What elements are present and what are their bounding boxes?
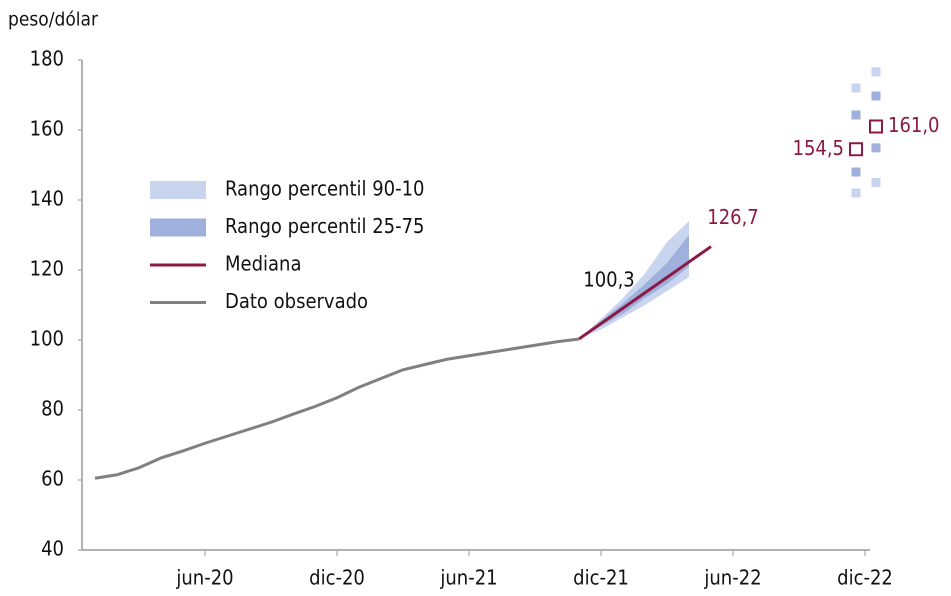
value-label: 154,5 [793, 136, 845, 160]
x-tick-label: jun-22 [703, 566, 761, 590]
y-tick-label: 60 [41, 467, 64, 491]
legend-label: Rango percentil 25-75 [225, 214, 425, 238]
value-label: 126,7 [707, 205, 759, 229]
value-label: 161,0 [888, 113, 940, 137]
y-tick-label: 100 [30, 327, 64, 351]
median-marker [869, 119, 883, 134]
x-tick-label: dic-20 [309, 566, 365, 590]
x-tick-label: jun-20 [175, 566, 233, 590]
y-axis-label: peso/dólar [8, 9, 99, 31]
percentile-marker [871, 91, 881, 101]
legend-label: Mediana [225, 252, 301, 276]
percentile-marker [851, 83, 861, 93]
median-marker [849, 142, 863, 157]
legend-label: Rango percentil 90-10 [225, 177, 425, 201]
percentile-marker [851, 110, 861, 120]
y-tick-label: 160 [30, 117, 64, 141]
percentile-band [579, 221, 689, 339]
percentile-marker [871, 67, 881, 77]
y-tick-label: 40 [41, 537, 64, 561]
value-label: 100,3 [583, 267, 635, 291]
x-tick-label: dic-22 [837, 566, 893, 590]
y-tick-label: 80 [41, 397, 64, 421]
legend-label: Dato observado [225, 289, 368, 313]
percentile-marker [871, 178, 881, 187]
y-tick-label: 120 [30, 257, 64, 281]
x-tick-label: jun-21 [439, 566, 497, 590]
legend-swatch [150, 218, 206, 237]
y-tick-label: 140 [30, 187, 64, 211]
y-tick-label: 180 [30, 47, 64, 71]
percentile-marker [851, 188, 861, 198]
legend-swatch [150, 181, 206, 199]
series-line [94, 337, 580, 480]
series-line [578, 245, 712, 341]
percentile-marker [851, 167, 861, 177]
x-tick-label: dic-21 [573, 566, 629, 590]
percentile-marker [871, 143, 881, 153]
